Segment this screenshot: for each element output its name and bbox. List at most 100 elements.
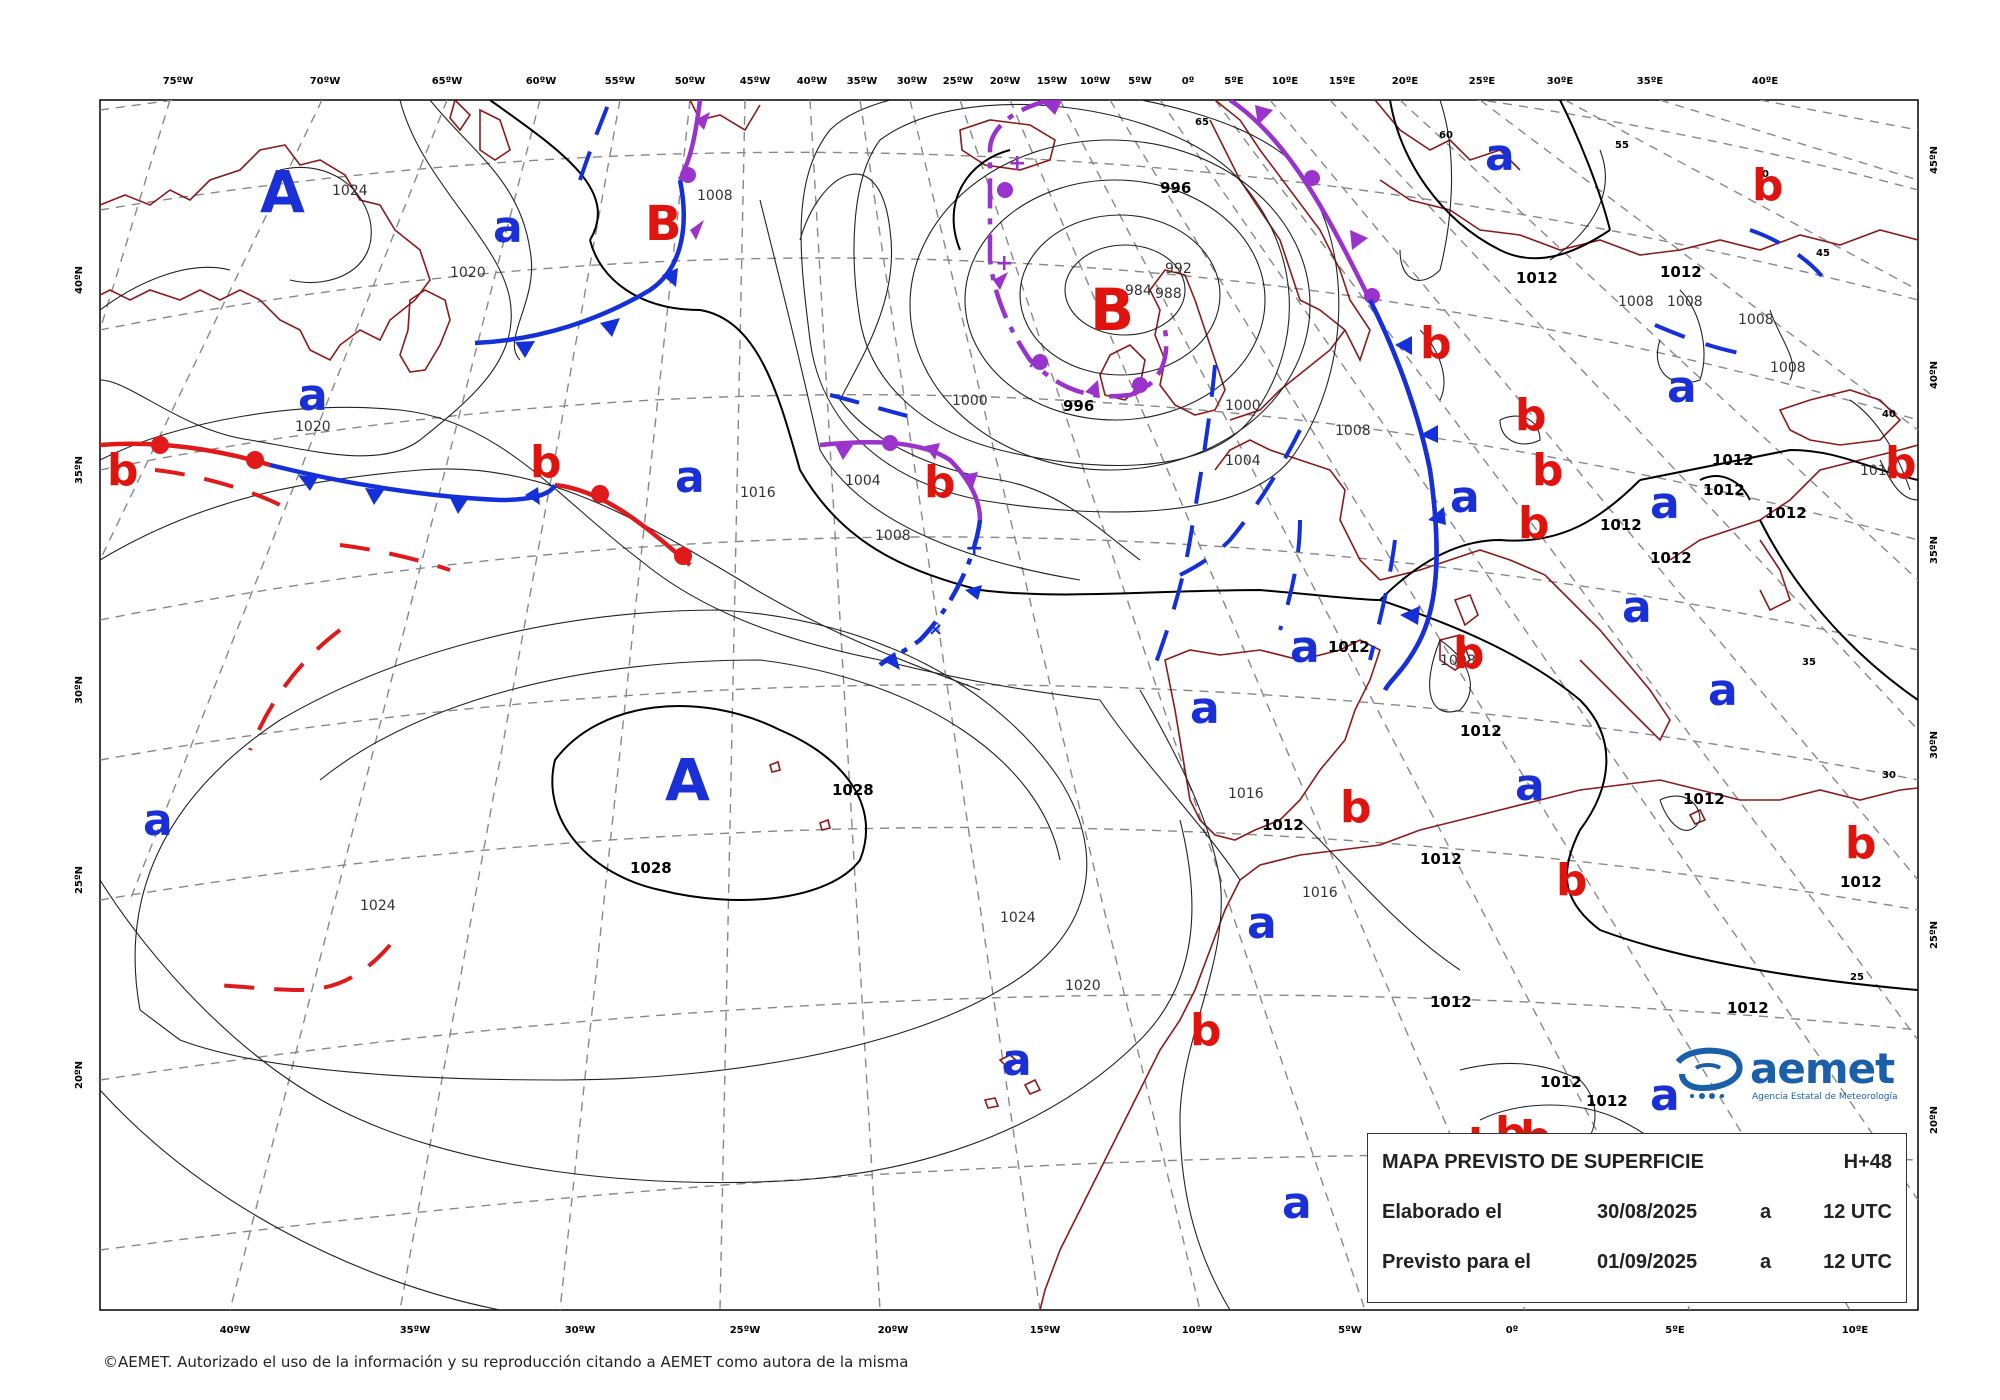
occluded-front-midatlantic bbox=[819, 435, 983, 521]
small-low-letter: b bbox=[924, 457, 956, 508]
isobar-label: 1024 bbox=[360, 898, 396, 914]
bottom-lon-labels: 40ºW 35ºW 30ºW 25ºW 20ºW 15ºW 10ºW 5ºW 0º 5ºE 10ºE bbox=[220, 1325, 1869, 1336]
top-lon-label: 40ºW bbox=[797, 76, 828, 87]
small-high-letter: a bbox=[1485, 130, 1515, 181]
isobar-label: 1016 bbox=[1228, 786, 1264, 802]
isobar-label: 1004 bbox=[845, 473, 881, 489]
isobar-label: 984 bbox=[1125, 283, 1152, 299]
small-high-letter: a bbox=[493, 202, 523, 253]
isobar-label: 1012 bbox=[1516, 269, 1558, 287]
isobar-label: 1020 bbox=[1065, 978, 1101, 994]
right-lat-label: 40ºN bbox=[1929, 361, 1940, 389]
small-high-letter: a bbox=[1622, 582, 1652, 633]
valid-date: 01/09/2025 bbox=[1597, 1251, 1698, 1273]
top-lon-label: 30ºW bbox=[897, 76, 928, 87]
top-lon-label: 35ºW bbox=[847, 76, 878, 87]
valid-at: a bbox=[1760, 1251, 1772, 1273]
small-high-letter: a bbox=[143, 795, 173, 846]
isobar-label: 1012 bbox=[1540, 1073, 1582, 1091]
bottom-lon-label: 40ºW bbox=[220, 1325, 251, 1336]
made-label: Elaborado el bbox=[1382, 1201, 1503, 1223]
small-low-letter: b bbox=[1515, 390, 1547, 441]
isobar-label: 1024 bbox=[332, 183, 368, 199]
cold-front-atlantic bbox=[269, 462, 558, 514]
small-low-letter: b bbox=[1190, 1005, 1222, 1056]
small-high-letter: a bbox=[1708, 665, 1738, 716]
small-low-letter: b bbox=[1340, 782, 1372, 833]
bottom-lon-label: 0º bbox=[1506, 1325, 1519, 1336]
isobar-label: 1008 bbox=[1335, 423, 1371, 439]
top-lon-label: 55ºW bbox=[605, 76, 636, 87]
small-high-letter: a bbox=[1650, 478, 1680, 529]
small-high-letter: a bbox=[1002, 1035, 1032, 1086]
top-lon-label: 15ºW bbox=[1037, 76, 1068, 87]
isobar-label: 992 bbox=[1165, 261, 1192, 277]
isobar-label: 1012 bbox=[1727, 999, 1769, 1017]
isobar-label: 1028 bbox=[832, 781, 874, 799]
isobar-label: 1020 bbox=[450, 265, 486, 281]
isobar-labels: 1024 1020 1020 1016 1008 1004 1000 1008 996 996 99… bbox=[295, 179, 1896, 1110]
bottom-lon-label: 25ºW bbox=[730, 1325, 761, 1336]
isobar-label: 1012 bbox=[1600, 516, 1642, 534]
top-lon-label: 35ºE bbox=[1637, 76, 1664, 87]
trough-central-dashed bbox=[829, 393, 926, 422]
isobar-label: 1000 bbox=[1225, 398, 1261, 414]
top-lon-label: 5ºW bbox=[1128, 76, 1152, 87]
svg-text:+: + bbox=[1008, 151, 1026, 176]
isobar-label: 1012 bbox=[1840, 873, 1882, 891]
isobar-label: 1008 bbox=[697, 188, 733, 204]
isobar-label: 1016 bbox=[1302, 885, 1338, 901]
isobar-label: 988 bbox=[1155, 286, 1182, 302]
right-lat-labels: 45ºN 40ºN 35ºN 30ºN 25ºN 20ºN bbox=[1929, 146, 1940, 1134]
top-lon-label: 60ºW bbox=[526, 76, 557, 87]
top-lon-label: 0º bbox=[1182, 76, 1195, 87]
valid-time: 12 UTC bbox=[1823, 1251, 1892, 1273]
valid-label: Previsto para el bbox=[1382, 1251, 1531, 1273]
right-lat-label: 20ºN bbox=[1929, 1106, 1940, 1134]
isobar-label: 1012 bbox=[1683, 790, 1725, 808]
isobars-bold bbox=[489, 100, 1918, 991]
small-high-letter: a bbox=[1290, 622, 1320, 673]
small-high-letter: a bbox=[298, 370, 328, 421]
high-center-letter: A bbox=[665, 746, 710, 814]
isobar-label: 1016 bbox=[740, 485, 776, 501]
small-high-letter: a bbox=[675, 452, 705, 503]
isobar-label: 1012 bbox=[1328, 638, 1370, 656]
isobar-label: 1008 bbox=[1440, 653, 1476, 669]
top-lon-label: 10ºE bbox=[1272, 76, 1299, 87]
isobar-label: 1028 bbox=[630, 859, 672, 877]
top-lon-label: 25ºE bbox=[1469, 76, 1496, 87]
aemet-logo: aemet Agencia Estatal de Meteorología bbox=[1672, 1040, 1912, 1110]
top-lon-label: 10ºW bbox=[1080, 76, 1111, 87]
isobar-label: 1024 bbox=[1000, 910, 1036, 926]
troughs-iberia bbox=[1148, 364, 1397, 681]
isobar-label: 1008 bbox=[1770, 360, 1806, 376]
top-lon-label: 25ºW bbox=[943, 76, 974, 87]
small-highs: a a a a a a a a a a a a a a a a a bbox=[143, 130, 1738, 1229]
small-low-letter: b bbox=[1556, 855, 1588, 906]
left-lat-label: 20ºN bbox=[74, 1061, 85, 1089]
pressure-centers: A A B B bbox=[260, 158, 1134, 814]
small-high-letter: a bbox=[1667, 362, 1697, 413]
bottom-lon-label: 10ºW bbox=[1182, 1325, 1213, 1336]
isobar-label: 1004 bbox=[1225, 453, 1261, 469]
small-low-letter: b bbox=[107, 445, 139, 496]
forecast-info-box: MAPA PREVISTO DE SUPERFICIE H+48 Elabora… bbox=[1367, 1133, 1907, 1303]
top-lon-label: 50ºW bbox=[675, 76, 706, 87]
isobar-label: 1008 bbox=[1618, 294, 1654, 310]
grid-lat-label: 35 bbox=[1802, 657, 1816, 668]
aemet-logo-subtitle: Agencia Estatal de Meteorología bbox=[1752, 1092, 1898, 1102]
isobar-label: 1010 bbox=[1860, 463, 1896, 479]
small-low-letter: b bbox=[1420, 318, 1452, 369]
isobar-label: 996 bbox=[1160, 179, 1191, 197]
grid-lat-label: 40 bbox=[1882, 409, 1896, 420]
copyright-footer: ©AEMET. Autorizado el uso de la informac… bbox=[103, 1353, 909, 1371]
small-high-letter: a bbox=[1650, 1070, 1680, 1121]
svg-text:×: × bbox=[1027, 352, 1042, 373]
top-lon-label: 5ºE bbox=[1224, 76, 1244, 87]
left-lat-label: 35ºN bbox=[74, 456, 85, 484]
map-frame bbox=[99, 99, 1919, 1311]
info-made-row: Elaborado el 30/08/2025 a 12 UTC bbox=[1382, 1198, 1892, 1226]
grid-lat-label: 25 bbox=[1850, 972, 1864, 983]
svg-text:×: × bbox=[928, 619, 943, 640]
